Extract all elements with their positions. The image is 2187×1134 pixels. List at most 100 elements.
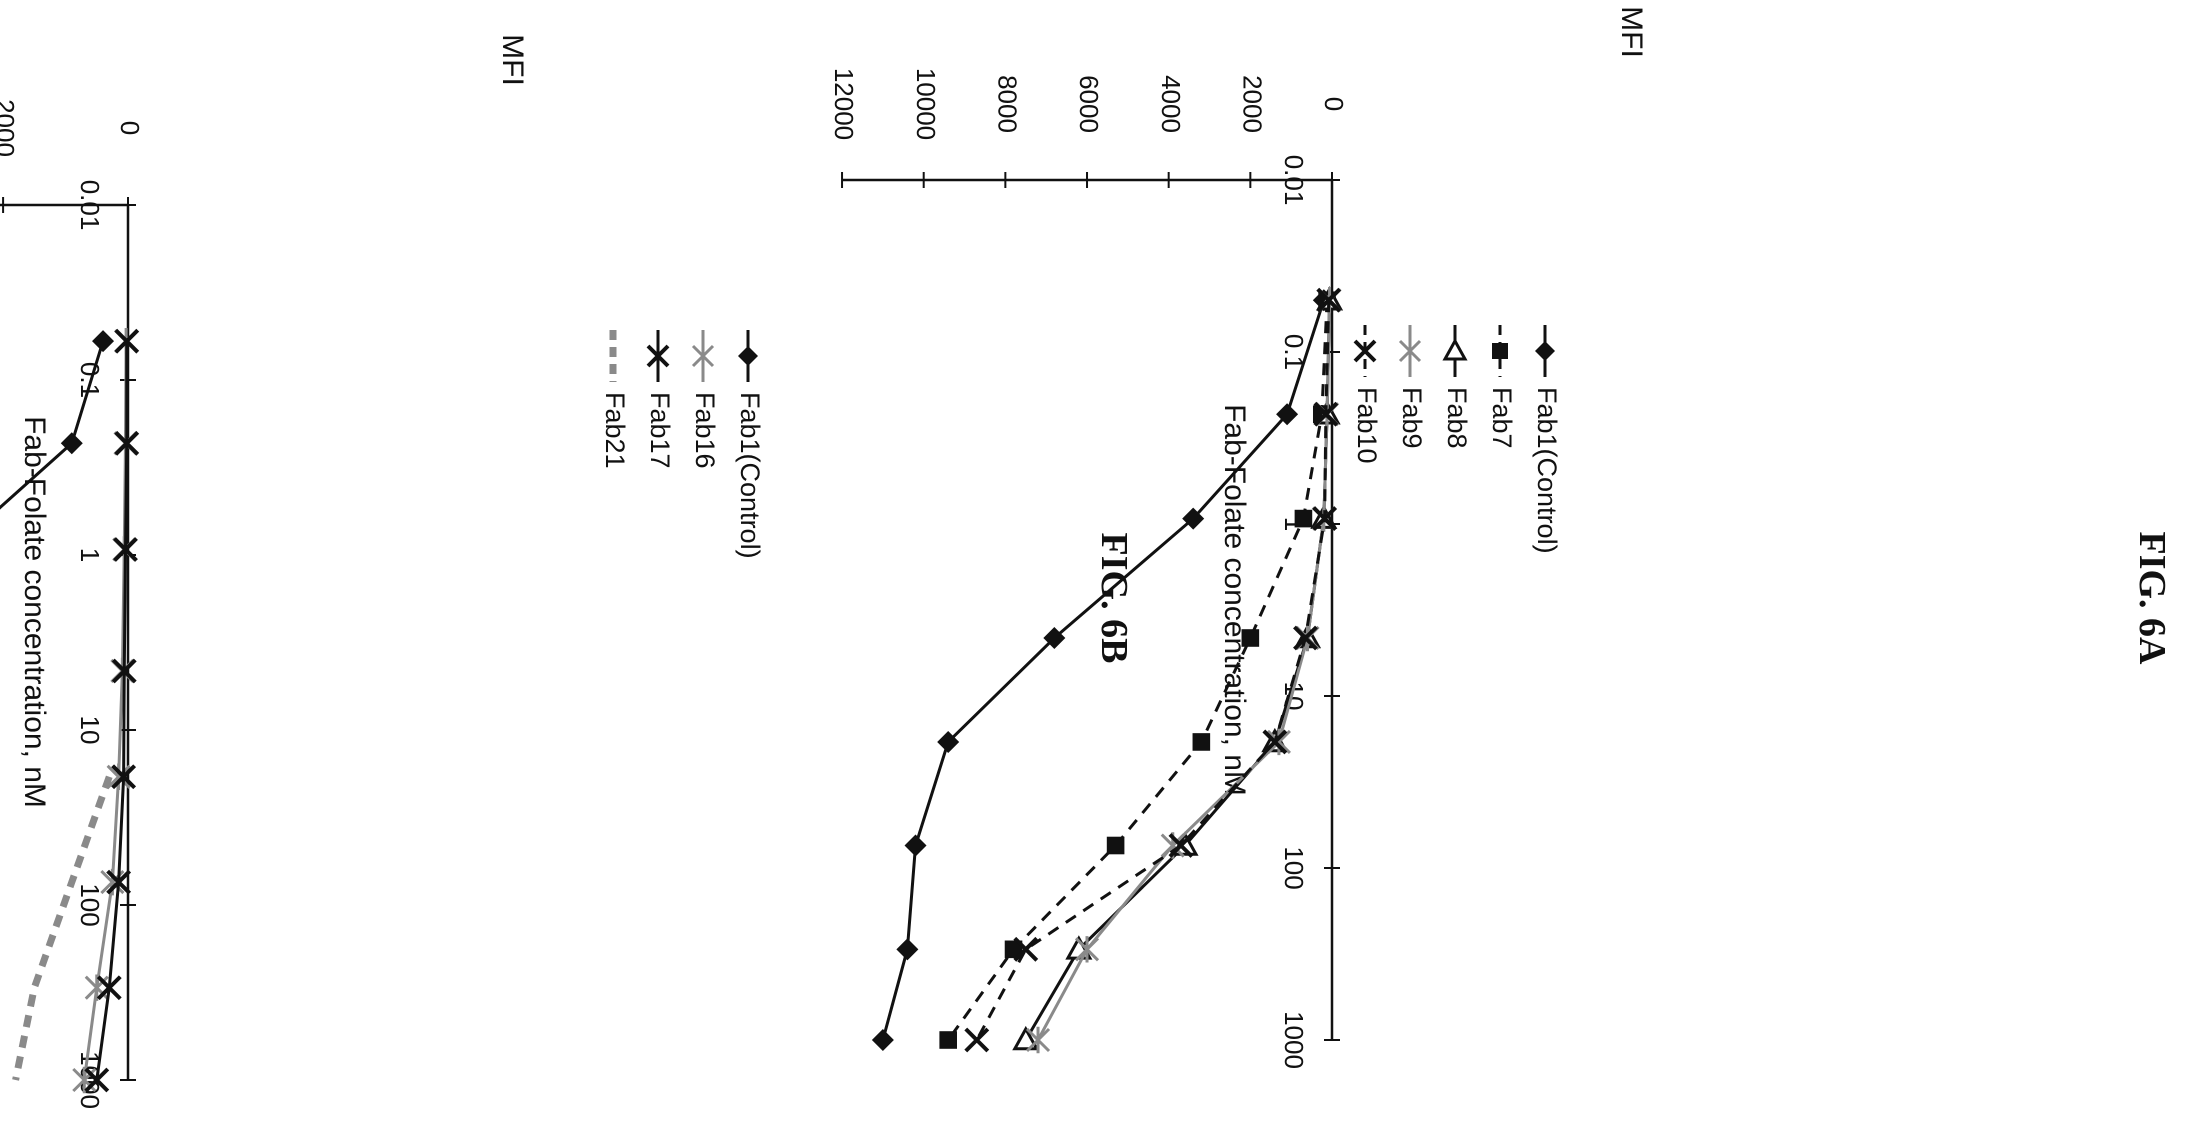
- data-point: [106, 869, 132, 895]
- data-point: [1276, 403, 1299, 426]
- chart-6b: FIG. 6B MFI Fab-Folate concentration, nM…: [0, 34, 1135, 1109]
- legend-marker: [1442, 337, 1468, 361]
- legend-6b: Fab1(Control) Fab16 Fab17 Fab21: [600, 330, 765, 559]
- y-axis-title-6a: MFI: [1615, 6, 1648, 58]
- data-point: [1013, 936, 1039, 962]
- data-point: [96, 975, 122, 1001]
- data-point: [84, 1067, 110, 1093]
- legend-label: Fab1(Control): [735, 392, 765, 559]
- data-point: [114, 328, 140, 354]
- data-point: [114, 430, 140, 456]
- data-point: [1313, 401, 1339, 427]
- series-fab9: [1025, 287, 1342, 1054]
- data-point: [1106, 836, 1125, 855]
- mfi-tick-label: 2000: [0, 99, 20, 157]
- mfi-tick-label: 8000: [992, 75, 1022, 133]
- mfi-tick-label: 2000: [1237, 75, 1267, 133]
- series-fab7: [939, 291, 1336, 1049]
- figure-label-6b: FIG. 6B: [1093, 533, 1135, 664]
- legend-entry: Fab1(Control): [1532, 325, 1562, 554]
- figure-label-6a: FIG. 6A: [2131, 532, 2173, 666]
- data-point: [1182, 507, 1205, 530]
- series-6a: [871, 286, 1344, 1054]
- data-point: [106, 763, 131, 790]
- axes-6a: 0200040006000800010000120000.010.1110100…: [829, 68, 1349, 1069]
- data-point: [111, 764, 137, 790]
- legend-entry: Fab8: [1442, 325, 1472, 449]
- legend-label: Fab10: [1352, 387, 1382, 464]
- legend-entry: Fab17: [645, 330, 675, 469]
- data-point: [1312, 506, 1338, 531]
- legend-entry: Fab1(Control): [735, 330, 765, 559]
- mfi-tick-label: 10000: [911, 68, 941, 140]
- legend-label: Fab16: [690, 392, 720, 469]
- mfi-tick-label: 4000: [1156, 75, 1186, 133]
- series-line: [975, 300, 1331, 1041]
- data-point: [1241, 629, 1260, 647]
- data-point: [1294, 509, 1313, 528]
- series-line: [12, 775, 113, 1081]
- series-6b: [0, 327, 140, 1094]
- concentration-tick-label: 100: [75, 883, 105, 926]
- legend-marker: [691, 344, 715, 368]
- data-point: [1293, 625, 1318, 651]
- mfi-tick-label: 12000: [829, 68, 859, 140]
- data-point: [84, 974, 109, 1001]
- x-axis-title-6a: Fab-Folate concentration, nM: [1218, 404, 1251, 796]
- data-point: [939, 1031, 957, 1049]
- concentration-tick-label: 10: [75, 716, 105, 745]
- legend-label: Fab1(Control): [1532, 387, 1562, 554]
- y-axis-title-6b: MFI: [496, 34, 529, 86]
- series-fab10: [964, 287, 1342, 1053]
- data-point: [1074, 936, 1100, 963]
- data-point: [60, 432, 83, 455]
- series-fab21: [12, 775, 113, 1081]
- concentration-tick-label: 0.01: [75, 180, 105, 231]
- data-point: [871, 1029, 894, 1051]
- legend-label: Fab17: [645, 392, 675, 469]
- data-point: [111, 658, 137, 684]
- data-point: [113, 537, 138, 562]
- concentration-tick-label: 1000: [1279, 1011, 1309, 1069]
- data-point: [1192, 733, 1211, 751]
- legend-marker: [1535, 341, 1555, 361]
- data-point: [1025, 1026, 1051, 1054]
- data-point: [937, 730, 960, 753]
- series-line: [946, 300, 1329, 1041]
- concentration-tick-label: 100: [1279, 846, 1309, 889]
- concentration-tick-label: 0.01: [1279, 155, 1309, 206]
- legend-entry: Fab9: [1397, 325, 1427, 449]
- mfi-tick-label: 0: [1319, 97, 1349, 111]
- legend-label: Fab7: [1487, 387, 1517, 449]
- series-fab17: [84, 328, 140, 1093]
- series-line: [881, 299, 1326, 1041]
- legend-entry: Fab7: [1487, 325, 1517, 449]
- concentration-tick-label: 1: [75, 548, 105, 562]
- legend-marker: [1492, 343, 1508, 359]
- data-point: [1266, 728, 1291, 756]
- data-point: [964, 1027, 990, 1053]
- data-point: [1043, 626, 1066, 649]
- data-point: [1316, 287, 1342, 313]
- series-line: [0, 340, 105, 510]
- data-point: [92, 330, 115, 353]
- data-point: [1004, 940, 1023, 959]
- mfi-tick-label: 0: [115, 121, 145, 135]
- legend-marker: [646, 344, 670, 368]
- legend-marker: [1353, 339, 1377, 363]
- series-fab1-control-: [0, 330, 115, 510]
- legend-marker: [1398, 339, 1422, 363]
- mfi-tick-label: 6000: [1074, 75, 1104, 133]
- legend-marker: [738, 346, 758, 366]
- data-point: [896, 938, 919, 961]
- legend-label: Fab8: [1442, 387, 1472, 449]
- legend-entry: Fab10: [1352, 325, 1382, 464]
- legend-entry: Fab21: [600, 330, 630, 469]
- x-axis-title-6b: Fab-Folate concentration, nM: [18, 416, 51, 808]
- data-point: [1262, 729, 1288, 755]
- legend-label: Fab9: [1397, 387, 1427, 449]
- legend-label: Fab21: [600, 392, 630, 469]
- series-fab1-control-: [871, 289, 1335, 1051]
- chart-6a: FIG. 6A MFI Fab-Folate concentration, nM…: [829, 6, 2173, 1069]
